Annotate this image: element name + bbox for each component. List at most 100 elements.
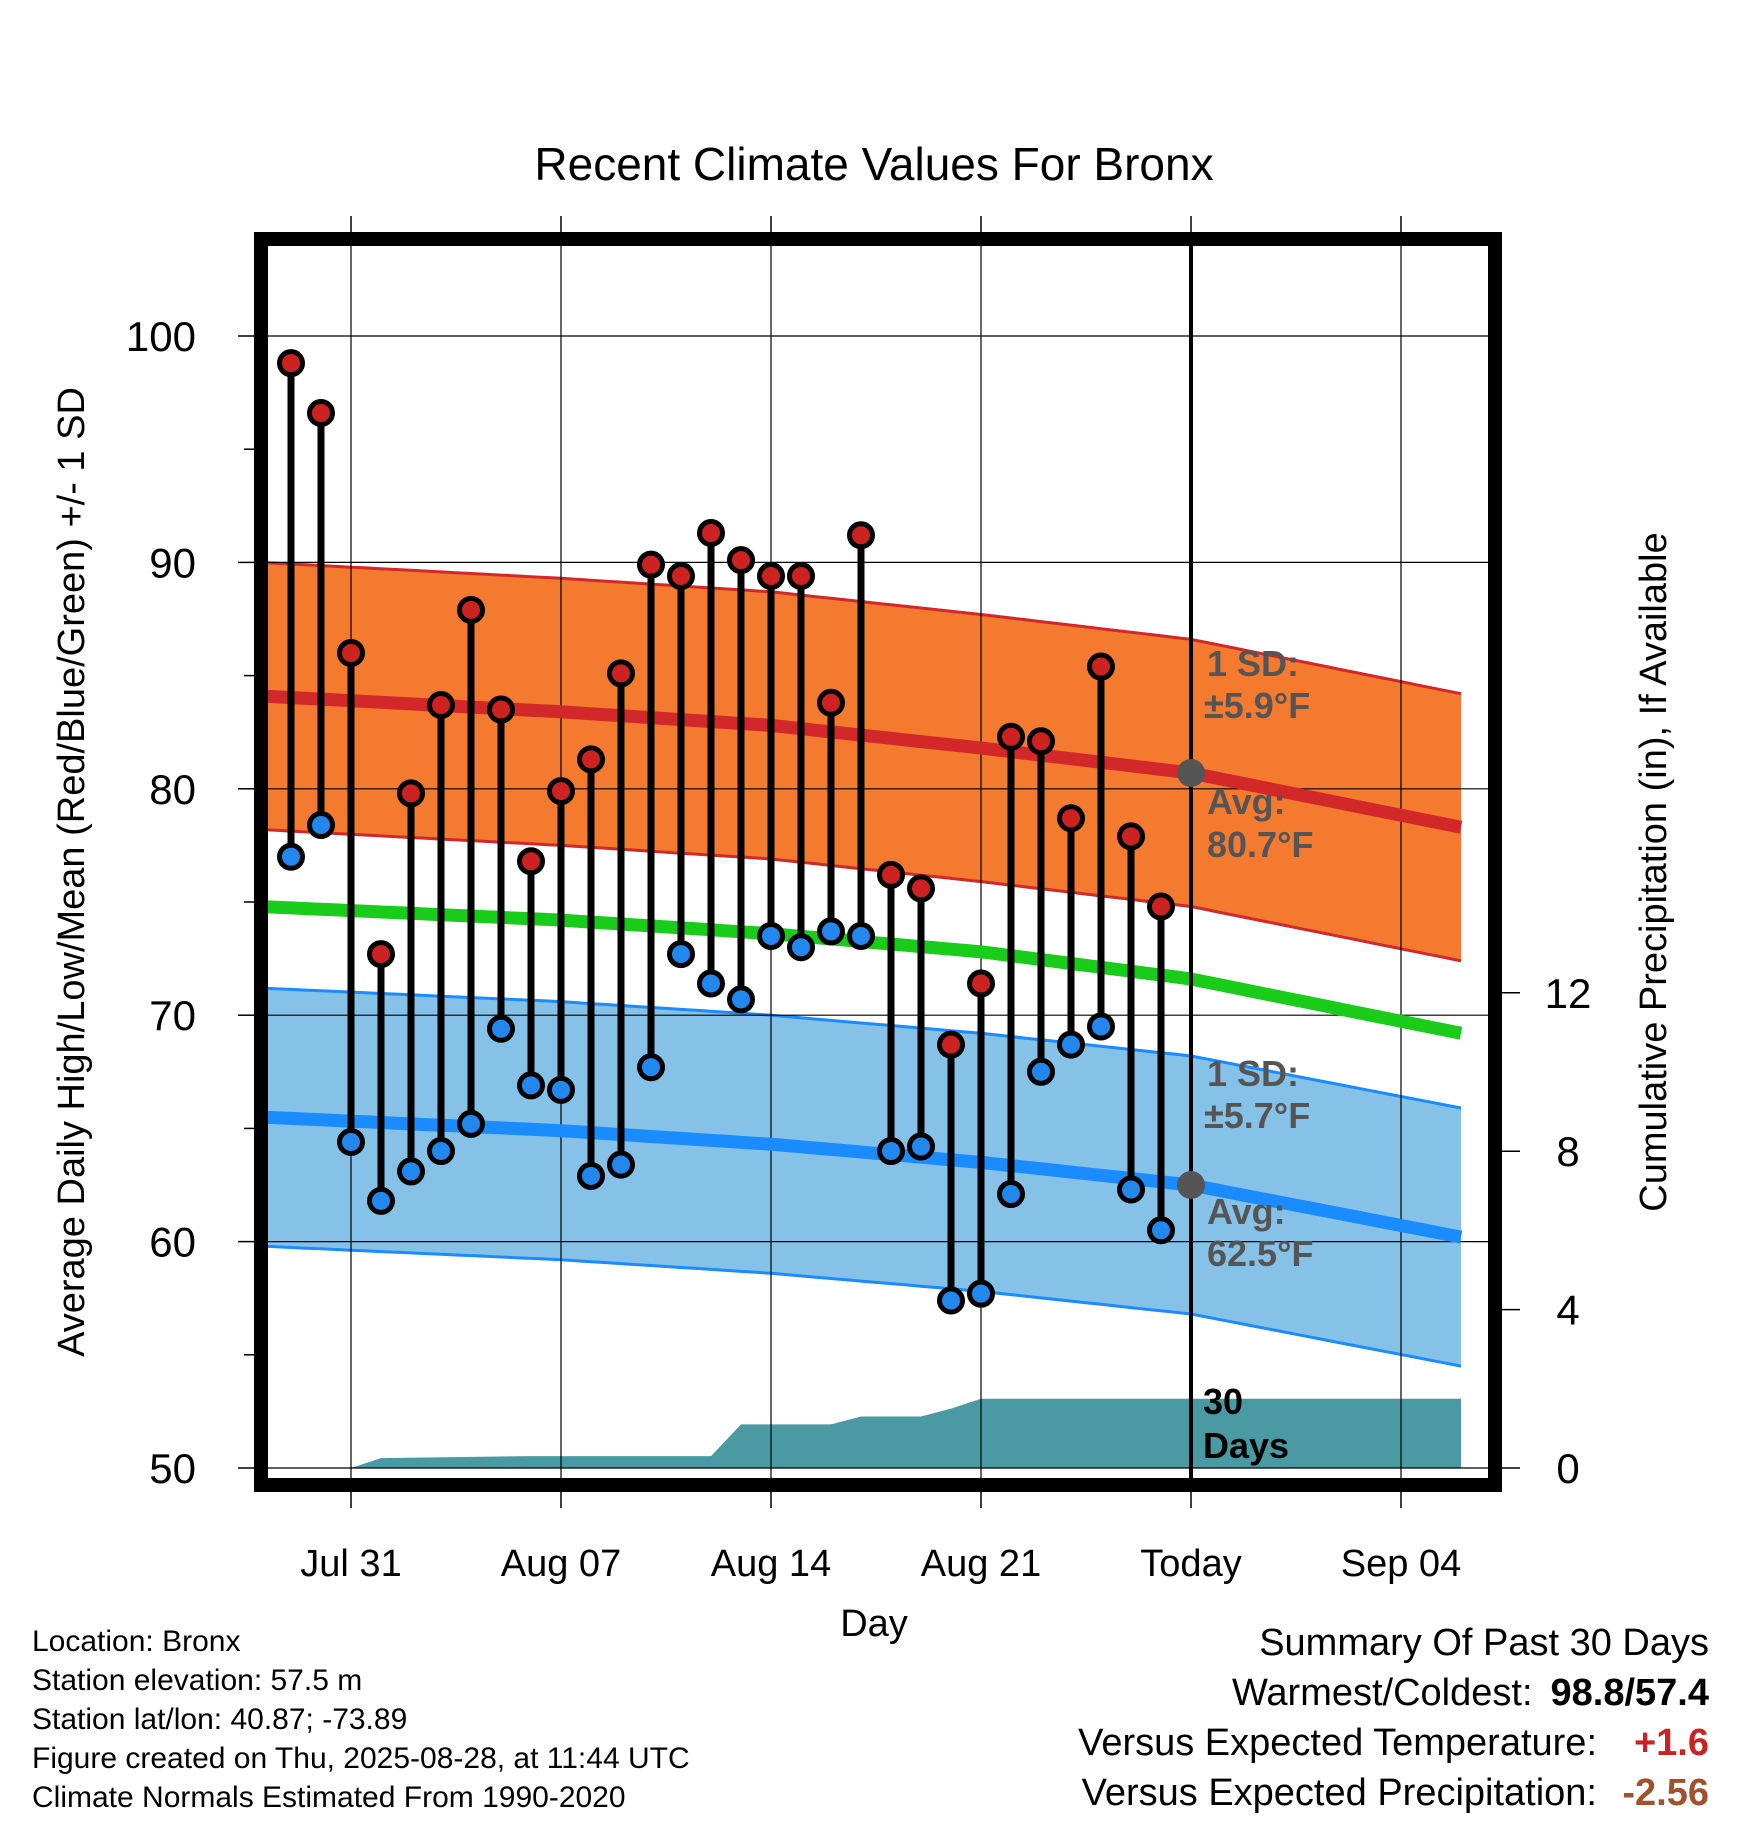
x-tick-label: Jul 31 — [300, 1543, 401, 1585]
daily-low-point — [427, 1137, 455, 1166]
precip-vs-expected-label: Versus Expected Precipitation: — [1081, 1772, 1597, 1814]
daily-high-point — [1147, 892, 1175, 921]
daily-high-point — [1057, 804, 1085, 833]
y-tick-label: 60 — [149, 1219, 196, 1266]
daily-low-point — [997, 1180, 1025, 1209]
high-sd-value: ±5.9°F — [1204, 685, 1310, 726]
today-normal-high-marker — [1177, 758, 1205, 787]
daily-high-point — [637, 550, 665, 579]
daily-high-point — [907, 874, 935, 903]
daily-high-point — [877, 860, 905, 889]
daily-high-point — [427, 691, 455, 720]
plot-frame — [254, 232, 1502, 1492]
daily-high-point — [817, 688, 845, 717]
y2-tick-label: 4 — [1556, 1287, 1579, 1334]
chart-title: Recent Climate Values For Bronx — [534, 138, 1213, 190]
y2-tick-label: 0 — [1556, 1445, 1579, 1492]
period-unit-label: Days — [1203, 1425, 1289, 1466]
daily-high-point — [937, 1030, 965, 1059]
daily-low-point — [907, 1132, 935, 1161]
daily-high-point — [337, 638, 365, 667]
high-avg-label: Avg: — [1207, 781, 1286, 822]
daily-high-point — [367, 940, 395, 969]
elevation-text: Station elevation: 57.5 m — [32, 1664, 363, 1697]
low-sd-upper-line — [268, 986, 1462, 1110]
today-normal-low-marker — [1177, 1171, 1205, 1199]
low-avg-value: 62.5°F — [1207, 1233, 1313, 1274]
daily-high-point — [727, 546, 755, 575]
daily-low-point — [667, 940, 695, 969]
daily-low-point — [877, 1137, 905, 1166]
temp-vs-expected-value: +1.6 — [1633, 1722, 1709, 1764]
daily-high-point — [1087, 652, 1115, 681]
daily-low-point — [277, 842, 305, 871]
daily-low-point — [307, 811, 335, 840]
cumulative-precip-area — [268, 1398, 1461, 1468]
daily-high-point — [517, 847, 545, 876]
daily-low-point — [847, 921, 875, 950]
low-sd-label: 1 SD: — [1207, 1053, 1299, 1094]
summary-precip: Versus Expected Precipitation: -2.56 — [1078, 1768, 1709, 1818]
high-sd-label: 1 SD: — [1207, 643, 1299, 684]
daily-high-point — [607, 659, 635, 688]
warm-cold-label: Warmest/Coldest: — [1231, 1672, 1533, 1714]
daily-low-point — [817, 917, 845, 946]
daily-low-point — [727, 985, 755, 1014]
daily-high-point — [697, 518, 725, 547]
y-tick-label: 100 — [126, 313, 196, 360]
daily-high-point — [667, 561, 695, 590]
y-tick-label: 70 — [149, 992, 196, 1039]
daily-high-point — [277, 349, 305, 378]
low-sd-value: ±5.7°F — [1204, 1095, 1310, 1136]
daily-high-point — [1117, 822, 1145, 851]
y2-tick-label: 12 — [1545, 970, 1592, 1017]
daily-high-point — [997, 722, 1025, 751]
daily-low-point — [397, 1157, 425, 1186]
summary-heading: Summary Of Past 30 Days — [1259, 1622, 1709, 1664]
daily-low-point — [1057, 1030, 1085, 1059]
latlon-text: Station lat/lon: 40.87; -73.89 — [32, 1703, 408, 1736]
daily-high-point — [577, 745, 605, 774]
y-tick-label: 80 — [149, 766, 196, 813]
daily-low-point — [787, 933, 815, 962]
daily-low-point — [637, 1053, 665, 1082]
daily-high-point — [457, 595, 485, 624]
summary-warm-cold: Warmest/Coldest: 98.8/57.4 — [1078, 1668, 1709, 1718]
daily-low-point — [1117, 1175, 1145, 1204]
daily-high-point — [307, 398, 335, 427]
daily-high-point — [487, 695, 515, 724]
daily-high-point — [967, 969, 995, 998]
daily-low-point — [547, 1075, 575, 1104]
period-count-label: 30 — [1203, 1381, 1243, 1422]
daily-high-point — [1027, 727, 1055, 756]
summary-panel: Summary Of Past 30 Days Warmest/Coldest:… — [1078, 1618, 1709, 1818]
daily-low-point — [457, 1109, 485, 1138]
daily-high-point — [847, 521, 875, 550]
daily-low-point — [1087, 1012, 1115, 1041]
x-tick-label: Aug 14 — [711, 1543, 831, 1585]
y2-axis-label: Cumulative Precipitation (in), If Availa… — [1633, 532, 1675, 1211]
location-text: Location: Bronx — [32, 1625, 241, 1658]
daily-low-point — [607, 1150, 635, 1179]
daily-low-point — [1147, 1216, 1175, 1245]
y2-tick-label: 8 — [1556, 1128, 1579, 1175]
y-tick-label: 50 — [149, 1445, 196, 1492]
daily-low-point — [937, 1286, 965, 1315]
low-avg-label: Avg: — [1207, 1191, 1286, 1232]
summary-temp: Versus Expected Temperature: +1.6 — [1078, 1718, 1709, 1768]
created-text: Figure created on Thu, 2025-08-28, at 11… — [32, 1742, 690, 1775]
x-tick-label: Aug 07 — [501, 1543, 621, 1585]
low-sd-lower-line — [268, 1244, 1462, 1368]
daily-low-point — [967, 1279, 995, 1308]
warm-cold-value: 98.8/57.4 — [1550, 1672, 1709, 1714]
x-tick-label: Aug 21 — [921, 1543, 1041, 1585]
daily-high-point — [757, 561, 785, 590]
normals-text: Climate Normals Estimated From 1990-2020 — [32, 1781, 626, 1814]
daily-low-point — [757, 921, 785, 950]
daily-low-point — [1027, 1057, 1055, 1086]
daily-low-point — [577, 1161, 605, 1190]
daily-low-point — [337, 1127, 365, 1156]
